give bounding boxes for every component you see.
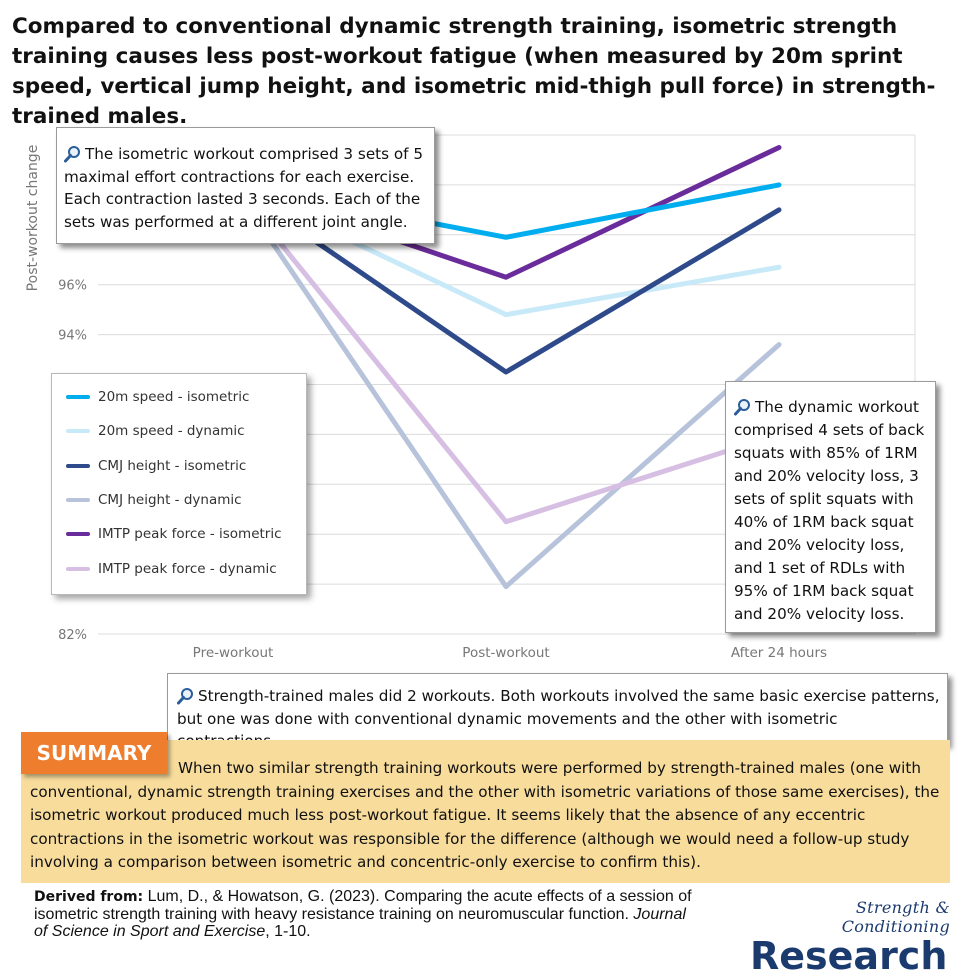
legend-swatch [66,566,90,571]
series-line [230,182,782,375]
magnifier-icon [64,145,80,163]
y-tick-label: 82% [58,628,87,643]
citation-text: Lum, D., & Howatson, G. (2023). Comparin… [34,888,692,923]
magnifier-icon [177,687,193,705]
legend-label: IMTP peak force - isometric [98,526,282,543]
legend-swatch [66,429,90,434]
citation-journal: Journal of Science in Sport and Exercise [34,906,686,940]
legend-swatch [66,498,90,503]
legend-label: CMJ height - dynamic [98,492,242,509]
magnifier-icon [734,398,750,416]
legend-label: 20m speed - dynamic [98,423,245,440]
y-tick-label: 94% [58,329,87,344]
callout-isometric-text: The isometric workout comprised 3 sets o… [64,145,423,231]
legend-entry: CMJ height - isometric [66,449,306,483]
x-tick-label: Post-workout [462,645,549,661]
legend-entry: IMTP peak force - dynamic [66,551,306,585]
summary-label: SUMMARY [21,732,167,774]
x-tick-label: After 24 hours [731,645,827,661]
callout-dynamic-text: The dynamic workout comprised 4 sets of … [734,398,925,623]
legend-entry: 20m speed - dynamic [66,414,306,448]
legend-swatch [66,463,90,468]
logo-bottom-text: Research [750,934,948,978]
series-line [230,182,782,525]
legend-label: IMTP peak force - dynamic [98,560,277,577]
y-axis-label: Post-workout change [25,145,41,292]
summary-text: When two similar strength training worko… [30,759,940,871]
chart-axes: 82% 94% 96% Pre-workout Post-workout After 24… [25,145,827,661]
callout-dynamic: The dynamic workout comprised 4 sets of … [725,381,936,633]
logo-top-text: Strength & Conditioning [841,898,950,936]
legend-entry: CMJ height - dynamic [66,483,306,517]
callout-participants-text: Strength-trained males did 2 workouts. B… [177,687,940,750]
legend-swatch [66,532,90,537]
y-tick-label: 96% [58,279,87,294]
legend-swatch [66,395,90,400]
citation-pages: , 1-10. [265,923,311,940]
citation-label: Derived from: [34,889,144,905]
brand-logo: Strength & Conditioning Research [750,898,950,976]
legend-entry: IMTP peak force - isometric [66,517,306,551]
legend-label: CMJ height - isometric [98,457,247,474]
citation: Derived from: Lum, D., & Howatson, G. (2… [34,888,694,940]
chart-legend: 20m speed - isometric 20m speed - dynamic… [51,373,307,595]
x-tick-label: Pre-workout [193,645,274,661]
summary-box [21,740,950,883]
callout-isometric: The isometric workout comprised 3 sets o… [56,127,435,244]
series-line [230,182,782,590]
headline: Compared to conventional dynamic strengt… [12,14,936,129]
callout-participants: Strength-trained males did 2 workouts. B… [167,673,948,750]
legend-label: 20m speed - isometric [98,389,250,406]
legend-entry: 20m speed - isometric [66,380,306,414]
